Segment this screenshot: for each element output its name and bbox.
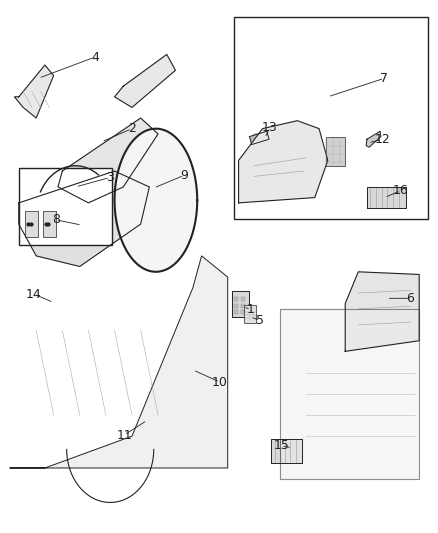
Bar — [234, 297, 238, 302]
Polygon shape — [14, 65, 53, 118]
Bar — [241, 310, 245, 314]
Bar — [234, 17, 428, 219]
Text: 13: 13 — [262, 121, 278, 134]
Polygon shape — [239, 120, 328, 203]
Bar — [241, 297, 245, 302]
Bar — [43, 211, 56, 237]
Text: 7: 7 — [380, 72, 389, 85]
Polygon shape — [10, 256, 228, 468]
Polygon shape — [280, 309, 419, 479]
Bar — [241, 304, 245, 308]
Bar — [325, 136, 345, 166]
Polygon shape — [250, 131, 269, 144]
Bar — [234, 310, 238, 314]
Text: 3: 3 — [106, 171, 114, 184]
Text: 6: 6 — [406, 292, 414, 305]
Text: 9: 9 — [180, 169, 188, 182]
Text: 15: 15 — [273, 439, 289, 452]
Polygon shape — [58, 118, 158, 203]
Polygon shape — [115, 54, 176, 108]
Polygon shape — [115, 128, 197, 272]
Polygon shape — [366, 131, 381, 147]
Text: 16: 16 — [393, 184, 409, 197]
Text: 1: 1 — [247, 303, 255, 317]
Circle shape — [252, 133, 260, 144]
Text: 12: 12 — [374, 133, 390, 146]
Bar — [25, 211, 39, 237]
Text: 2: 2 — [128, 122, 136, 135]
Polygon shape — [367, 187, 406, 208]
Polygon shape — [345, 272, 419, 351]
Bar — [19, 168, 113, 245]
Bar — [244, 305, 256, 323]
Text: 5: 5 — [256, 314, 264, 327]
Bar — [232, 292, 250, 317]
Text: 14: 14 — [26, 288, 42, 301]
Polygon shape — [271, 439, 302, 463]
Polygon shape — [19, 171, 149, 266]
Text: 10: 10 — [212, 376, 228, 389]
Text: 4: 4 — [91, 51, 99, 63]
Text: 8: 8 — [52, 213, 60, 227]
Bar — [234, 304, 238, 308]
Text: 11: 11 — [116, 429, 132, 442]
